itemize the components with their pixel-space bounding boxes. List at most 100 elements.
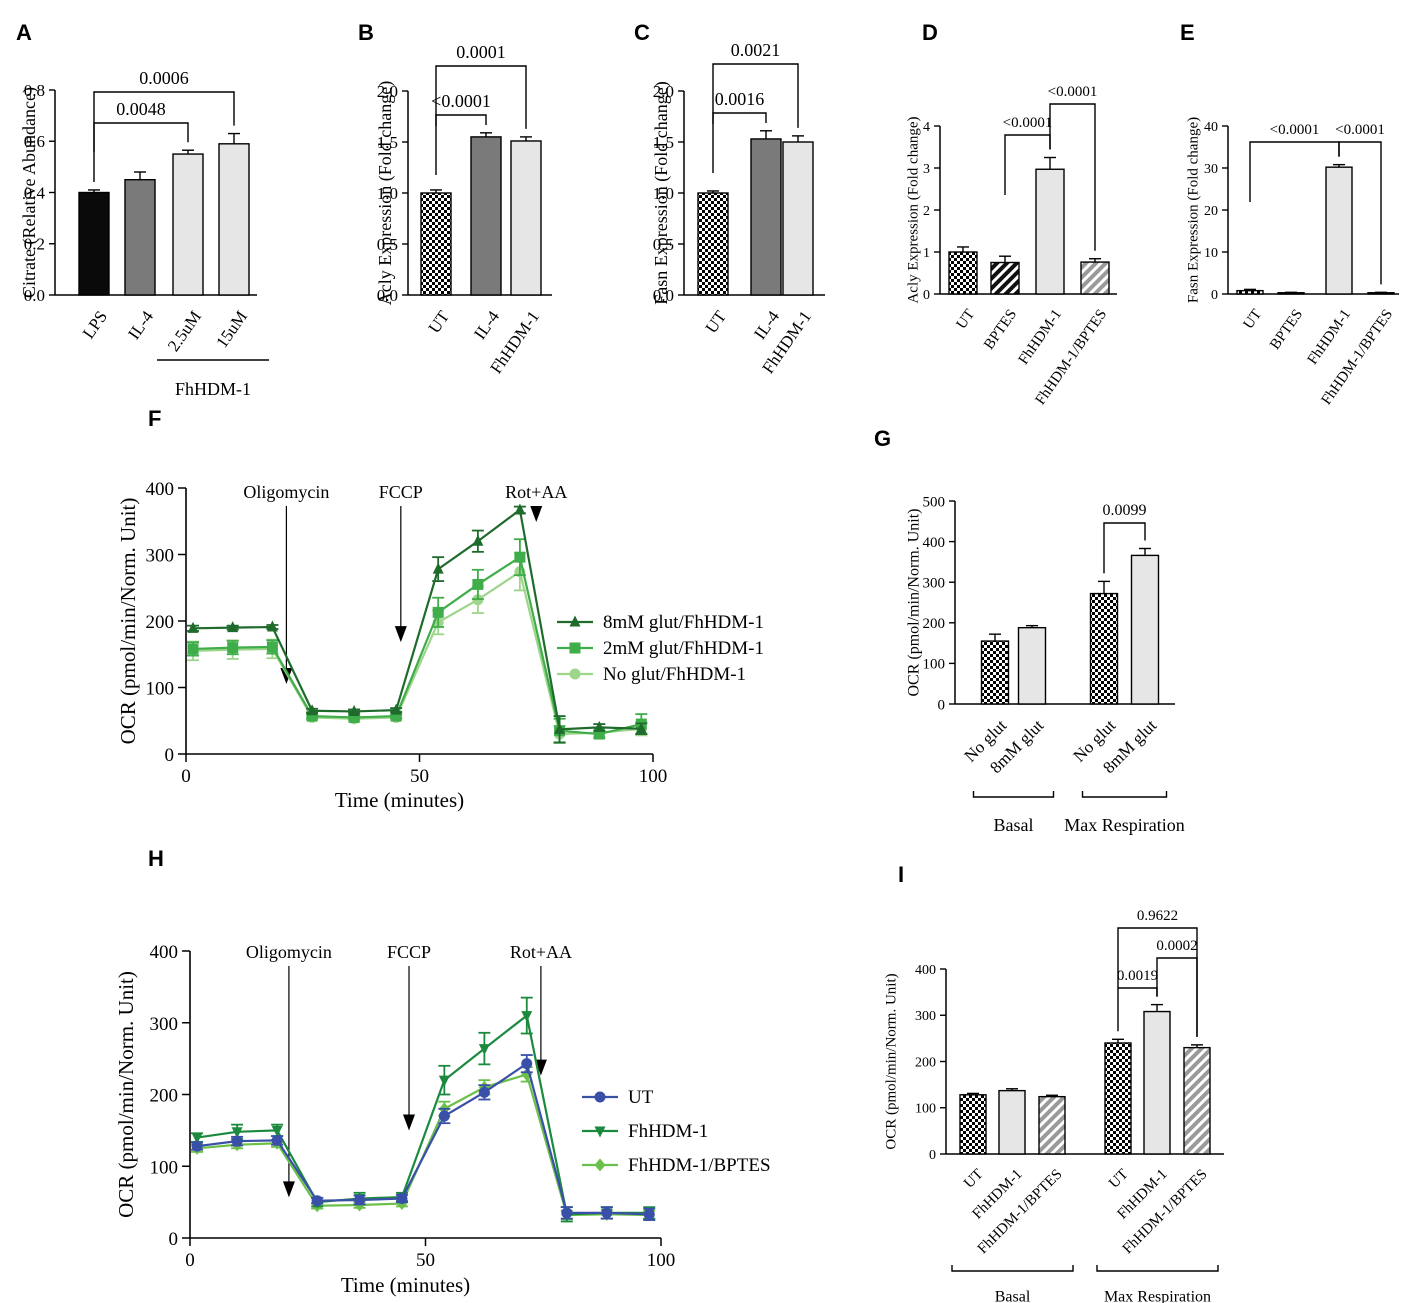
data-point bbox=[478, 1086, 490, 1098]
group-bracket bbox=[1096, 1265, 1219, 1272]
data-point bbox=[266, 620, 278, 632]
x-tick-label: 15uM bbox=[212, 307, 251, 351]
bar bbox=[1089, 592, 1119, 705]
bar bbox=[959, 1094, 987, 1155]
data-point bbox=[594, 1158, 606, 1172]
bar bbox=[510, 140, 542, 296]
significance-bracket bbox=[1117, 927, 1198, 1037]
panel-letter: F bbox=[148, 406, 161, 431]
data-point bbox=[306, 704, 318, 716]
significance-bracket bbox=[1338, 141, 1382, 285]
y-tick-label: 0.6 bbox=[24, 132, 45, 151]
data-point bbox=[390, 703, 402, 715]
data-point bbox=[594, 1126, 606, 1138]
legend-label: FhHDM-1/BPTES bbox=[628, 1155, 771, 1176]
y-tick-label: 0.0 bbox=[653, 286, 674, 305]
y-tick-label: 200 bbox=[923, 616, 946, 632]
data-point bbox=[227, 642, 239, 654]
panel-letter: H bbox=[148, 846, 164, 871]
bar bbox=[1104, 1042, 1132, 1155]
data-point bbox=[354, 1194, 366, 1206]
significance-bracket bbox=[93, 122, 189, 182]
y-tick-label: 2.0 bbox=[653, 82, 674, 101]
group-label: Max Respiration bbox=[1104, 1288, 1211, 1303]
data-point bbox=[191, 1133, 203, 1145]
x-tick-label: 50 bbox=[416, 1250, 435, 1271]
x-tick-label: UT bbox=[702, 307, 731, 337]
group-bracket bbox=[951, 1265, 1074, 1272]
y-tick-label: 4 bbox=[923, 120, 930, 135]
p-value-label: <0.0001 bbox=[1270, 122, 1320, 138]
group-bracket bbox=[1081, 791, 1168, 798]
data-point bbox=[601, 1207, 613, 1219]
p-value-label: 0.0021 bbox=[731, 40, 781, 60]
y-tick-label: 100 bbox=[150, 1157, 179, 1178]
y-tick-label: 100 bbox=[915, 1102, 936, 1117]
arrow-head bbox=[282, 1181, 295, 1198]
data-point bbox=[438, 1110, 450, 1122]
bar bbox=[124, 178, 156, 296]
bar bbox=[78, 191, 110, 296]
significance-bracket bbox=[712, 63, 799, 128]
y-tick-label: 0.8 bbox=[24, 81, 45, 100]
y-tick-label: 500 bbox=[923, 494, 946, 510]
legend-label: FhHDM-1 bbox=[628, 1121, 708, 1142]
data-point bbox=[191, 1140, 203, 1152]
x-tick-label: IL-4 bbox=[470, 307, 503, 343]
data-point bbox=[432, 562, 444, 574]
bar bbox=[697, 192, 729, 296]
y-tick-label: 300 bbox=[146, 546, 175, 567]
injection-label: Rot+AA bbox=[510, 942, 572, 962]
bar bbox=[470, 136, 502, 296]
legend-entry: FhHDM-1/BPTES bbox=[582, 1155, 771, 1176]
y-tick-label: 300 bbox=[923, 575, 946, 591]
bar bbox=[1017, 626, 1047, 705]
y-tick-label: 0.0 bbox=[24, 286, 45, 305]
y-tick-label: 20 bbox=[1204, 204, 1218, 219]
y-tick-label: 0.0 bbox=[377, 286, 398, 305]
arrow-head bbox=[394, 626, 407, 643]
data-point bbox=[187, 621, 199, 633]
data-point bbox=[593, 728, 605, 740]
y-tick-label: 200 bbox=[146, 612, 175, 633]
y-axis-label: OCR (pmol/min/Norm. Unit) bbox=[884, 973, 900, 1149]
y-tick-label: 100 bbox=[923, 657, 946, 673]
data-point bbox=[187, 643, 199, 655]
series bbox=[191, 1054, 656, 1221]
data-point bbox=[311, 1195, 323, 1207]
data-point bbox=[348, 704, 360, 716]
y-tick-label: 1.5 bbox=[377, 133, 398, 152]
data-point bbox=[635, 722, 647, 734]
series-line bbox=[196, 1061, 650, 1216]
bar bbox=[782, 141, 814, 296]
y-tick-label: 0.2 bbox=[24, 235, 45, 254]
y-tick-label: 400 bbox=[915, 963, 936, 978]
x-tick-label: 50 bbox=[410, 766, 429, 787]
data-point bbox=[569, 668, 581, 680]
data-point bbox=[231, 1135, 243, 1147]
data-point bbox=[306, 710, 318, 722]
injection-label: FCCP bbox=[387, 942, 431, 962]
x-tick-label: 0 bbox=[181, 766, 191, 787]
x-tick-label: BPTES bbox=[981, 307, 1020, 353]
panel-letter: D bbox=[922, 20, 938, 45]
legend-entry: FhHDM-1 bbox=[582, 1121, 708, 1142]
panel-f: F 0 100 200 300 400 0 50 100 OCR (pmol/min/Norm. … bbox=[116, 406, 764, 812]
y-tick-label: 300 bbox=[150, 1014, 179, 1035]
data-point bbox=[432, 606, 444, 618]
data-point bbox=[396, 1193, 408, 1205]
legend-label: UT bbox=[628, 1087, 654, 1108]
series bbox=[191, 1066, 656, 1222]
y-tick-label: 100 bbox=[146, 679, 175, 700]
data-point bbox=[438, 1075, 450, 1087]
legend-entry: 8mM glut/FhHDM-1 bbox=[557, 612, 764, 633]
bar bbox=[1236, 289, 1264, 295]
arrow-head bbox=[530, 505, 543, 522]
panel-i: I 0 100 200 300 400 OCR (pmol/min/Norm. Unit) U… bbox=[884, 862, 1224, 1303]
